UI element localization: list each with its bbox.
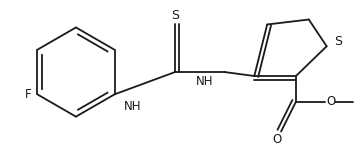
Text: S: S xyxy=(171,9,179,22)
Text: NH: NH xyxy=(124,100,141,113)
Text: S: S xyxy=(335,35,343,48)
Text: F: F xyxy=(25,88,31,101)
Text: NH: NH xyxy=(196,75,213,88)
Text: O: O xyxy=(272,133,282,146)
Text: O: O xyxy=(327,95,336,108)
